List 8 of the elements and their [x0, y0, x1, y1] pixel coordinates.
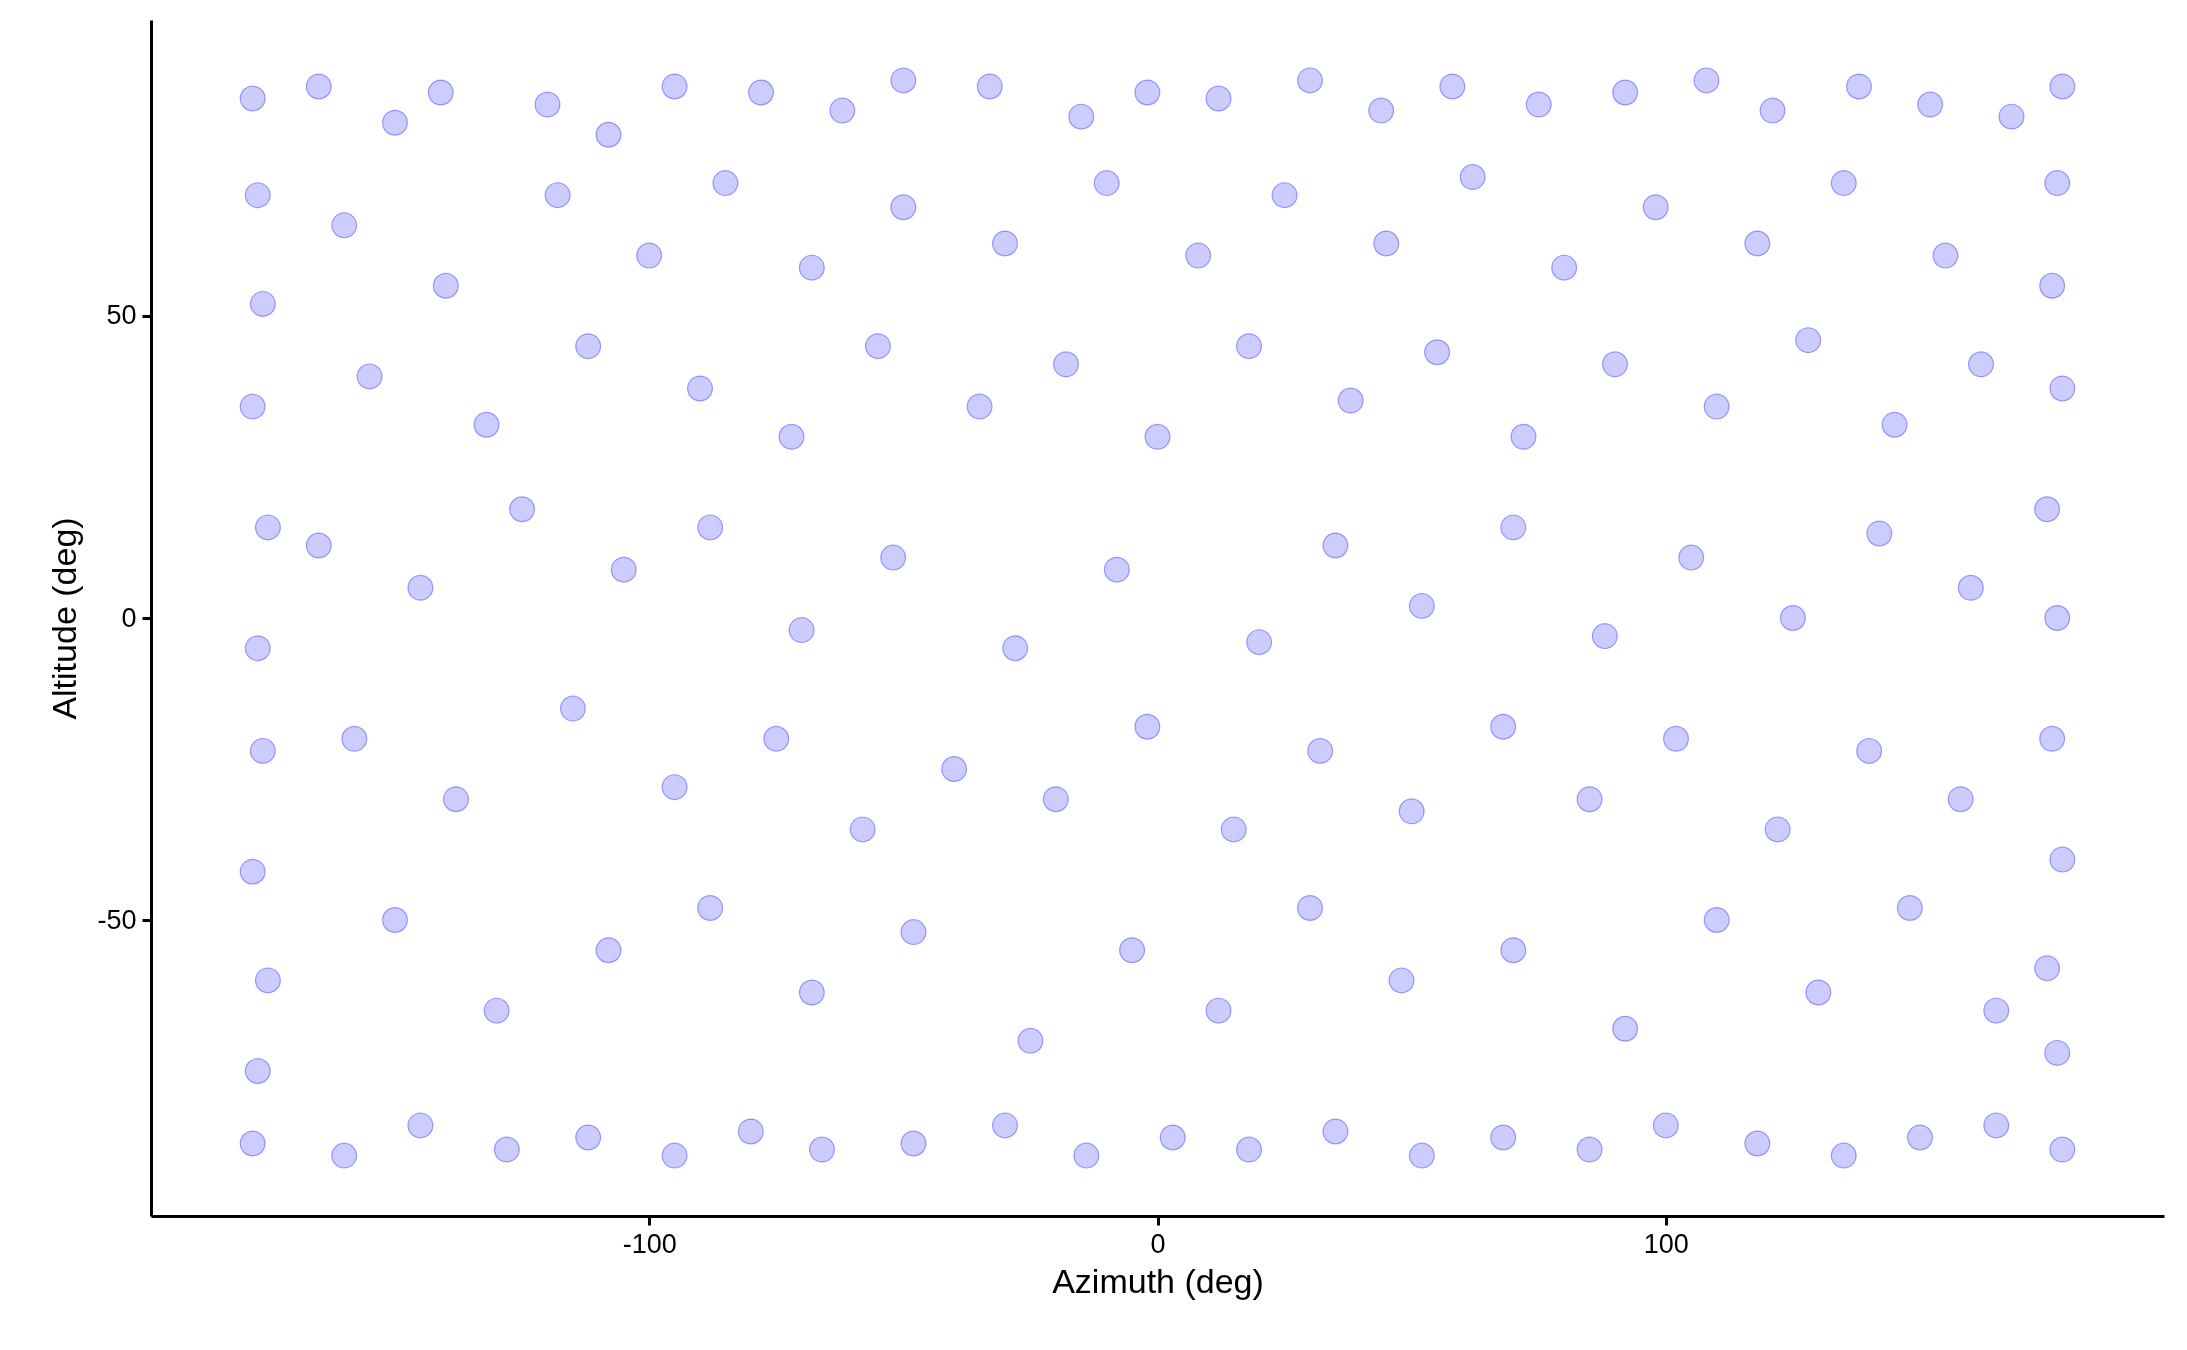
x-tick-label: 100: [1643, 1228, 1689, 1259]
y-axis-title: Altitude (deg): [45, 517, 84, 720]
x-tick-label: 0: [1150, 1228, 1166, 1259]
x-axis-title: Azimuth (deg): [1052, 1261, 1264, 1300]
y-tick-label: -50: [97, 904, 137, 935]
y-tick-label: 50: [106, 300, 137, 331]
x-tick-label: -100: [622, 1228, 677, 1259]
y-tick-label: 0: [121, 602, 137, 633]
